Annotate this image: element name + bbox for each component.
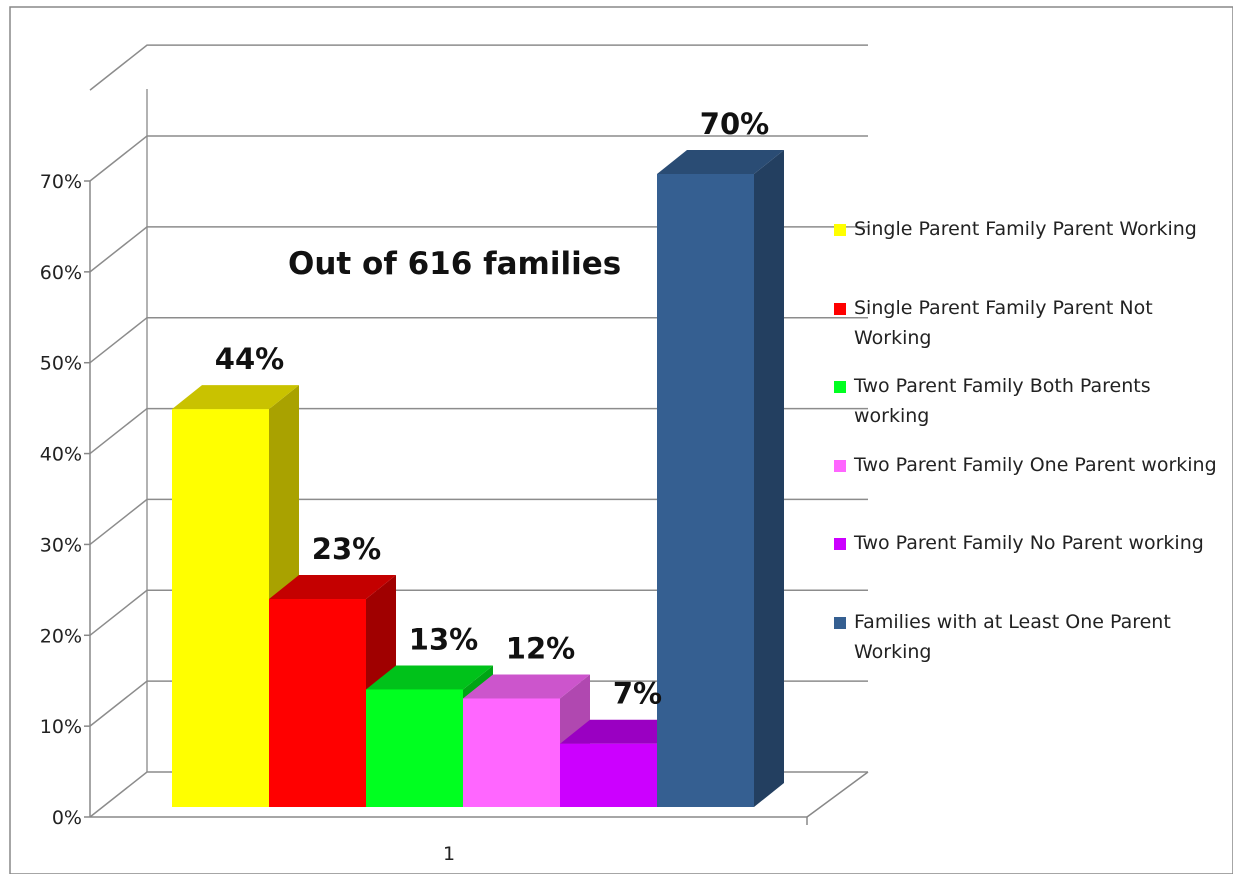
bar-top	[172, 385, 299, 410]
gridline	[89, 44, 868, 91]
gridline	[89, 407, 868, 455]
floor-right-edge	[806, 771, 869, 818]
gridline	[89, 498, 868, 546]
y-tick-label: 40%	[40, 444, 82, 466]
legend-swatch	[834, 538, 846, 550]
y-tick-label: 30%	[40, 534, 82, 556]
legend-label: Single Parent Family Parent Not Working	[854, 296, 1153, 349]
bar-front	[366, 689, 463, 807]
bar-top	[560, 719, 687, 744]
bar-top	[269, 575, 396, 600]
y-tick-label: 60%	[40, 262, 82, 284]
gridline	[89, 680, 868, 727]
bar-side	[754, 150, 784, 807]
legend-swatch	[834, 459, 846, 472]
legend-swatch	[834, 616, 846, 629]
y-tick-label: 70%	[40, 171, 82, 193]
y-tick-label: 20%	[40, 625, 82, 647]
y-tick-label: 10%	[40, 716, 82, 738]
legend-item: Single Parent Family Parent Not Working	[828, 293, 1228, 372]
legend-item: Families with at Least One Parent Workin…	[828, 607, 1228, 686]
legend-label: Single Parent Family Parent Working	[854, 218, 1197, 240]
legend-swatch	[834, 224, 846, 236]
legend-label: Two Parent Family No Parent working	[854, 532, 1204, 554]
x-tick-label: 1	[443, 843, 455, 865]
legend-swatch	[834, 302, 846, 315]
bar-front	[560, 743, 657, 807]
legend-item: Two Parent Family Both Parents working	[828, 371, 1228, 450]
legend-item: Single Parent Family Parent Working	[828, 214, 1228, 293]
data-label: 23%	[312, 532, 381, 566]
legend-label: Two Parent Family Both Parents working	[854, 375, 1151, 427]
data-label: 70%	[700, 107, 769, 141]
data-label: 12%	[506, 631, 575, 665]
legend-swatch	[834, 381, 846, 393]
legend-label: Families with at Least One Parent Workin…	[854, 610, 1171, 663]
annotation-text: Out of 616 families	[288, 246, 621, 282]
legend-item: Two Parent Family One Parent working	[828, 450, 1228, 529]
legend-item: Two Parent Family No Parent working	[828, 528, 1228, 607]
gridline	[89, 589, 868, 636]
chart-border	[9, 6, 1233, 874]
bar-top	[657, 150, 784, 174]
data-label: 13%	[409, 622, 478, 656]
gridline	[89, 316, 868, 364]
legend-label: Two Parent Family One Parent working	[854, 453, 1217, 476]
bar-front	[269, 599, 366, 807]
gridline	[89, 226, 868, 273]
data-label: 44%	[215, 342, 284, 376]
gridline	[89, 135, 868, 182]
bar-front	[463, 698, 560, 807]
bar-front	[657, 174, 754, 807]
legend: Single Parent Family Parent Working Singl…	[828, 214, 1228, 685]
bar-top	[463, 674, 590, 699]
bar-6	[657, 150, 784, 807]
y-tick-label: 0%	[52, 807, 82, 829]
data-label: 7%	[613, 677, 662, 711]
y-tick-label: 50%	[40, 353, 82, 375]
bar-front	[172, 409, 269, 807]
bar-top	[366, 665, 493, 690]
